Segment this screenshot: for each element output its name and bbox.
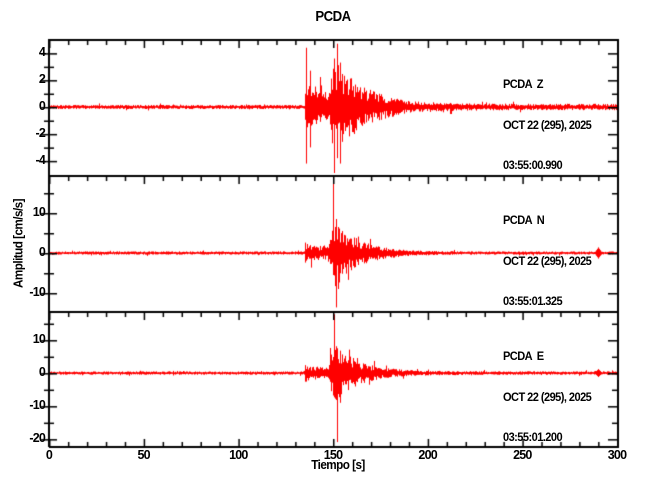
- x-axis-label: Tiempo [s]: [311, 457, 365, 472]
- x-tick-label: 250: [513, 448, 532, 462]
- y-tick-label: -10: [29, 398, 45, 413]
- panel-annotation-e: PCDA E OCT 22 (295), 2025 03:55:01.200: [503, 323, 592, 472]
- x-tick-label: 0: [45, 448, 53, 462]
- panel-annotation-n: PCDA N OCT 22 (295), 2025 03:55:01.325: [503, 187, 592, 336]
- plot-title: PCDA: [315, 8, 351, 25]
- station-component-label: PCDA N: [503, 213, 545, 227]
- start-time-label: 03:55:01.200: [503, 430, 563, 444]
- y-tick-label: 4: [38, 45, 46, 60]
- y-tick-label: -10: [29, 285, 45, 299]
- y-tick-label: 2: [38, 72, 46, 87]
- y-tick-label: -20: [29, 431, 45, 446]
- date-label: OCT 22 (295), 2025: [503, 389, 592, 404]
- x-tick-label: 150: [323, 448, 343, 462]
- y-tick-label: -4: [35, 152, 45, 167]
- x-tick-label: 50: [137, 448, 151, 462]
- panel-annotation-z: PCDA Z OCT 22 (295), 2025 03:55:00.990: [503, 51, 592, 200]
- y-tick-label: 10: [32, 332, 46, 347]
- station-component-label: PCDA Z: [503, 77, 543, 91]
- y-tick-label: 0: [38, 365, 46, 380]
- date-label: OCT 22 (295), 2025: [503, 253, 592, 268]
- start-time-label: 03:55:00.990: [503, 158, 563, 172]
- start-time-label: 03:55:01.325: [503, 294, 563, 308]
- y-tick-label: 10: [32, 205, 46, 219]
- x-tick-label: 300: [607, 448, 627, 462]
- date-label: OCT 22 (295), 2025: [503, 117, 592, 132]
- y-tick-label: 0: [38, 245, 46, 259]
- x-tick-label: 100: [229, 448, 248, 462]
- station-component-label: PCDA E: [503, 349, 544, 363]
- y-tick-label: -2: [35, 125, 45, 140]
- x-tick-label: 200: [418, 448, 437, 462]
- y-tick-label: 0: [38, 99, 46, 113]
